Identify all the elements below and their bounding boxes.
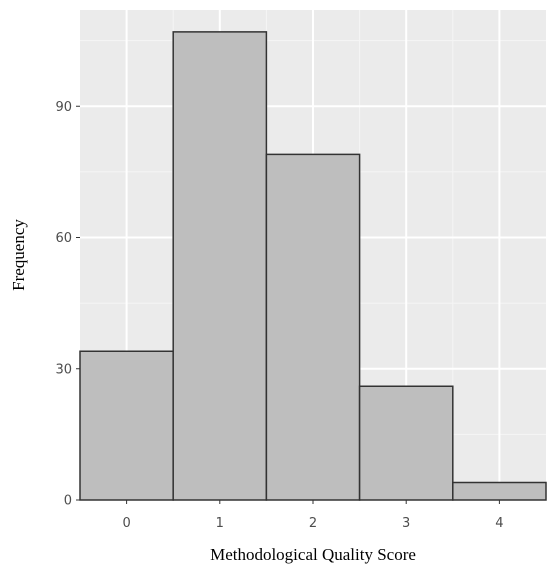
x-axis-ticks: 0 1 2 3 4 [122,500,504,531]
x-tick-label: 0 [122,516,130,531]
y-tick-label: 0 [64,494,72,509]
bar-4 [452,481,547,501]
bar-3 [358,385,454,501]
bar-0 [79,350,174,501]
x-tick-label: 3 [402,516,410,531]
x-tick-label: 1 [216,516,224,531]
bars [79,31,547,501]
x-tick-label: 2 [309,516,317,531]
y-tick-label: 30 [55,362,72,377]
y-tick-label: 90 [55,100,72,115]
y-axis-ticks: 0 30 60 90 [55,100,80,509]
y-tick-label: 60 [55,231,72,246]
y-axis-title: Frequency [9,219,28,291]
x-axis-title: Methodological Quality Score [210,545,416,564]
x-tick-label: 4 [495,516,503,531]
bar-2 [265,153,361,501]
bar-1 [172,31,268,501]
